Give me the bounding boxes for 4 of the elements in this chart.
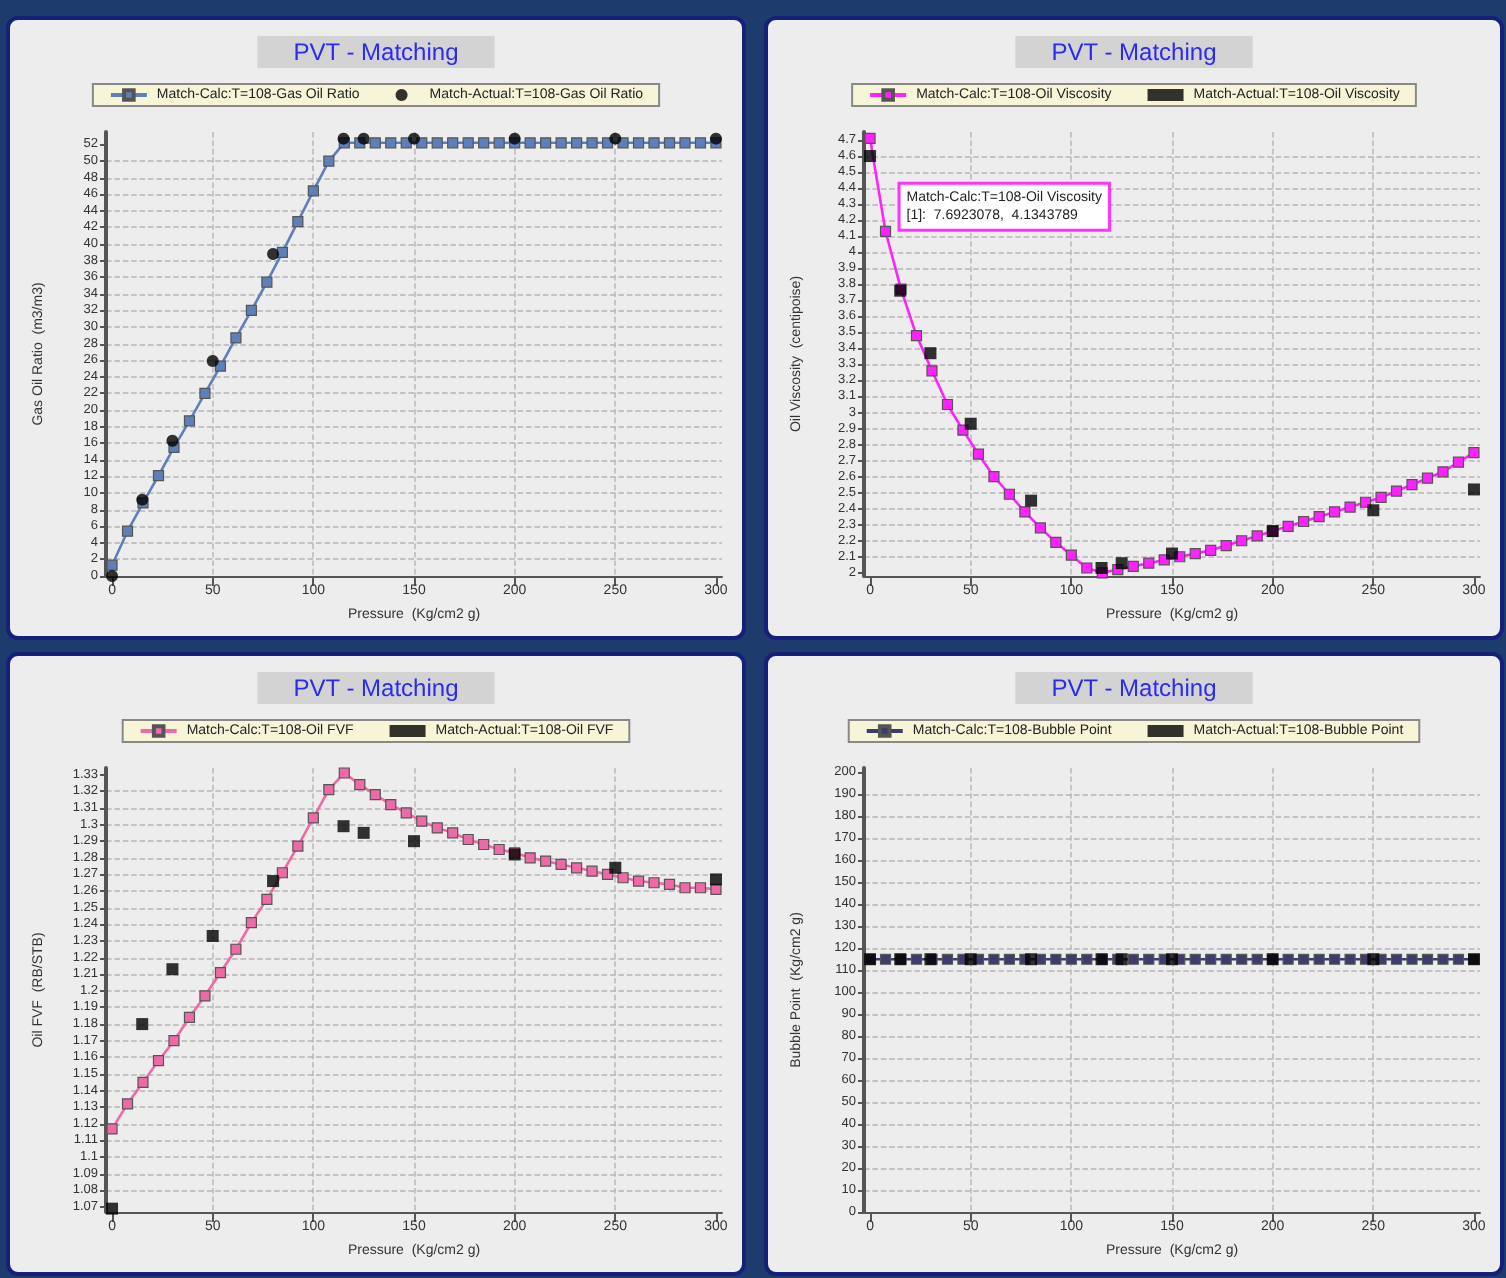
- chart-title: PVT - Matching: [293, 38, 459, 66]
- chart-title: PVT - Matching: [1051, 674, 1217, 702]
- chart-title: PVT - Matching: [293, 674, 459, 702]
- chart-title: PVT - Matching: [1051, 38, 1217, 66]
